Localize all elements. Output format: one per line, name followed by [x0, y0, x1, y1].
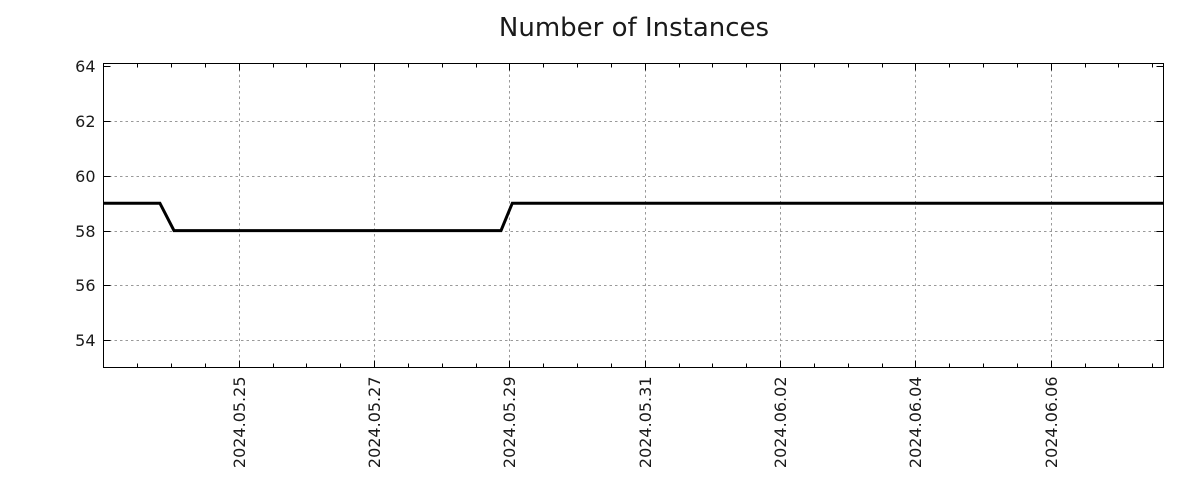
x-tick-label: 2024.05.25 [230, 377, 249, 469]
y-tick-label: 62 [75, 112, 95, 131]
x-tick-label: 2024.05.31 [636, 377, 655, 469]
y-tick-label: 60 [75, 167, 95, 186]
plot-border [103, 63, 1164, 368]
y-tick-label: 56 [75, 276, 95, 295]
chart-title: Number of Instances [498, 13, 770, 43]
x-tick-label: 2024.05.27 [365, 377, 384, 469]
x-tick-label: 2024.06.02 [771, 377, 790, 469]
data-line [103, 201, 1164, 233]
y-tick-label: 54 [75, 331, 95, 350]
x-tick-label: 2024.06.06 [1042, 377, 1061, 469]
x-tick-label: 2024.06.04 [906, 377, 925, 469]
y-tick-label: 64 [75, 57, 95, 76]
y-tick-label: 58 [75, 222, 95, 241]
x-tick-label: 2024.05.29 [500, 377, 519, 469]
